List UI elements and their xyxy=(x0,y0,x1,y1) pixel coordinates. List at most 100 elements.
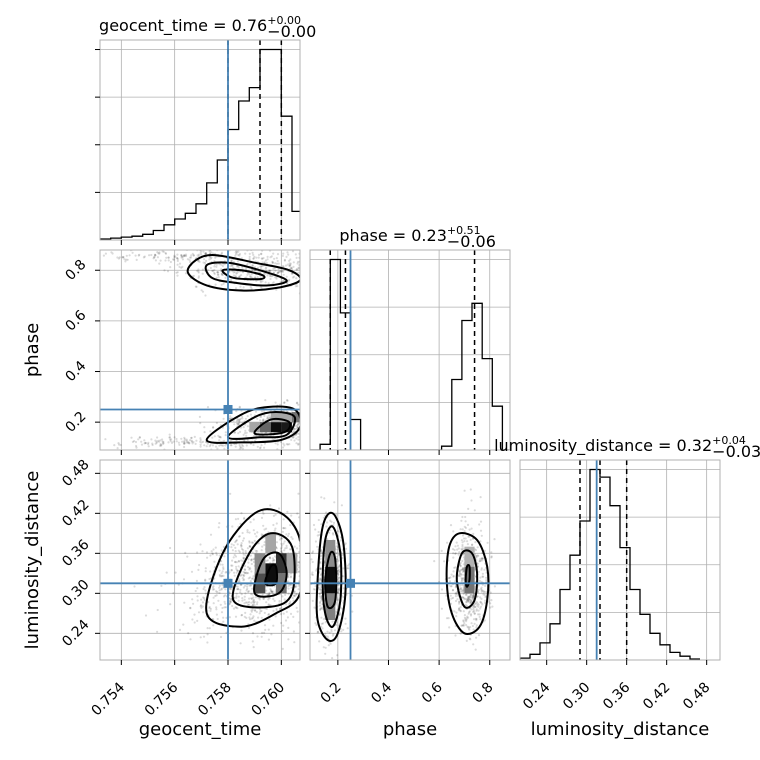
sample-point xyxy=(275,257,278,260)
sample-point xyxy=(49,446,51,448)
sample-point xyxy=(313,606,316,609)
sample-point xyxy=(293,275,296,278)
sample-point xyxy=(265,262,268,265)
sample-point xyxy=(320,421,322,423)
sample-point xyxy=(248,568,251,571)
sample-point xyxy=(290,438,293,441)
sample-point xyxy=(199,251,202,254)
sample-point xyxy=(466,599,469,602)
sample-point xyxy=(167,256,170,259)
sample-point xyxy=(209,266,212,270)
sample-point xyxy=(458,572,461,575)
sample-point xyxy=(282,526,285,530)
panel-frame xyxy=(309,459,511,661)
sample-point xyxy=(331,532,334,535)
sample-point xyxy=(264,399,267,402)
sample-point xyxy=(196,619,199,623)
sample-point xyxy=(116,256,119,259)
sample-point xyxy=(192,440,195,444)
sample-point xyxy=(296,262,299,265)
sample-point xyxy=(138,436,141,439)
sample-point xyxy=(274,615,277,618)
sample-point xyxy=(238,405,241,408)
sample-point xyxy=(464,515,467,519)
sample-point xyxy=(230,444,233,447)
sample-point xyxy=(220,611,224,614)
sample-point xyxy=(191,252,194,255)
sample-point xyxy=(332,417,334,419)
sample-point xyxy=(328,631,331,634)
sample-point xyxy=(282,542,285,545)
sample-point xyxy=(301,266,303,268)
sample-point xyxy=(302,533,304,535)
sample-point xyxy=(330,630,333,633)
sample-point xyxy=(221,563,224,566)
sample-point xyxy=(245,571,248,574)
sample-point xyxy=(283,258,286,261)
sample-point xyxy=(297,442,300,445)
sample-point xyxy=(470,527,473,530)
sample-point xyxy=(293,590,296,593)
sample-point xyxy=(324,452,326,454)
sample-point xyxy=(297,438,300,441)
sample-point xyxy=(251,541,254,544)
sample-point xyxy=(459,564,462,567)
sample-point xyxy=(330,520,333,523)
sample-point xyxy=(248,566,251,569)
sample-point xyxy=(251,632,255,635)
sample-point xyxy=(169,266,172,269)
sample-point xyxy=(466,523,470,527)
sample-point xyxy=(356,614,358,616)
sample-point xyxy=(200,598,203,601)
sample-point xyxy=(311,423,313,425)
sample-point xyxy=(201,290,205,293)
sample-point xyxy=(190,439,193,442)
sample-point xyxy=(477,605,480,608)
sample-point xyxy=(253,619,256,622)
sample-point xyxy=(308,276,310,278)
sample-point xyxy=(326,263,328,265)
sample-point xyxy=(342,587,345,590)
sample-point xyxy=(315,569,318,572)
sample-point xyxy=(238,551,241,554)
sample-point xyxy=(471,598,474,601)
sample-point xyxy=(315,436,317,438)
sample-point xyxy=(326,270,328,272)
sample-point xyxy=(311,573,314,577)
sample-point xyxy=(322,263,324,265)
sample-point xyxy=(319,273,321,275)
title-text: luminosity_distance = 0.32 xyxy=(494,436,712,456)
sample-point xyxy=(459,609,462,612)
sample-point xyxy=(122,255,125,259)
sample-point xyxy=(315,276,317,278)
sample-point xyxy=(320,428,322,430)
sample-point xyxy=(461,559,464,563)
sample-point xyxy=(156,251,159,254)
sample-point xyxy=(345,444,347,446)
sample-point xyxy=(332,282,334,284)
sample-point xyxy=(260,415,263,419)
sample-point xyxy=(215,613,218,616)
sample-point xyxy=(459,606,462,609)
sample-point xyxy=(468,637,471,640)
sample-point xyxy=(290,266,293,269)
sample-point xyxy=(237,559,240,563)
panel-luminosity_distance_vs_phase xyxy=(310,460,510,660)
sample-point xyxy=(302,601,304,603)
sample-point xyxy=(474,541,477,544)
sample-point xyxy=(177,441,180,444)
sample-point xyxy=(238,275,241,278)
sample-point xyxy=(466,597,469,601)
panel-frame xyxy=(309,249,511,451)
sample-point xyxy=(256,417,259,420)
sample-point xyxy=(340,418,342,420)
sample-point xyxy=(476,591,480,594)
sample-point xyxy=(449,602,453,605)
sample-point xyxy=(465,617,468,620)
sample-point xyxy=(270,633,273,636)
sample-point xyxy=(292,430,295,434)
sample-point xyxy=(268,592,271,595)
sample-point xyxy=(462,537,466,540)
sample-point xyxy=(480,534,483,537)
sample-point xyxy=(248,584,251,587)
